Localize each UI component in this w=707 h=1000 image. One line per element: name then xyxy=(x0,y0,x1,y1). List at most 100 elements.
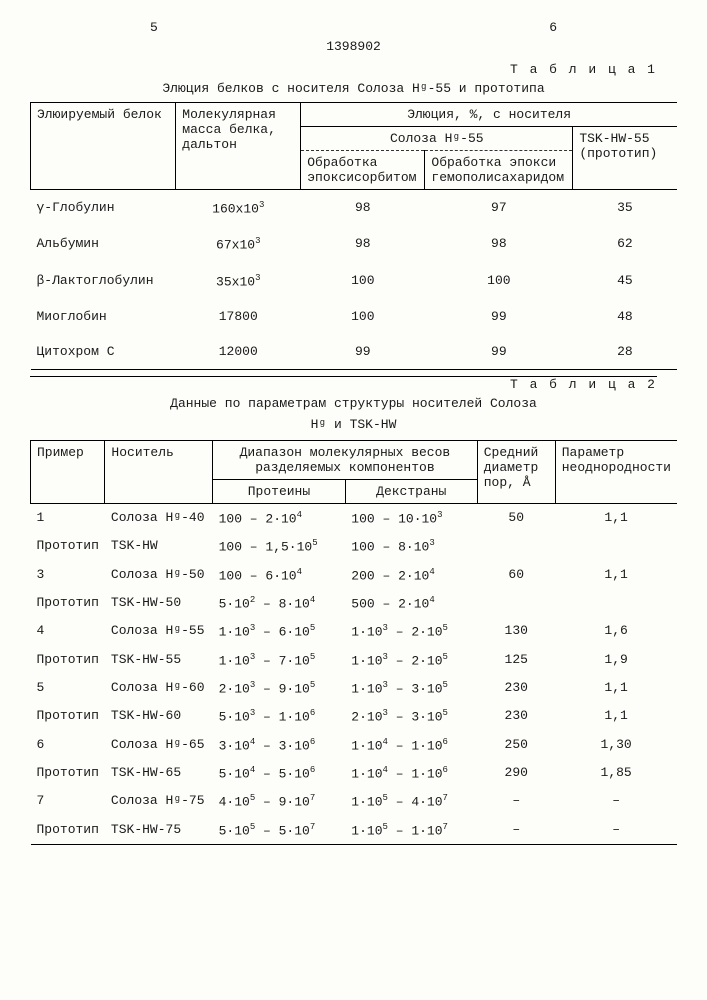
page-left: 5 xyxy=(150,20,158,35)
table-row: ПрототипTSK-HW-755·105 – 5·1071·105 – 1·… xyxy=(31,816,678,845)
cell-ex: Прототип xyxy=(31,759,105,787)
cell-ex: Прототип xyxy=(31,646,105,674)
cell-diam: – xyxy=(477,816,555,845)
cell-c: 62 xyxy=(573,226,677,262)
cell-a: 100 xyxy=(301,263,425,299)
cell-diam: 230 xyxy=(477,702,555,730)
cell-carrier: TSK-HW-55 xyxy=(105,646,213,674)
t1-h-mass: Молекулярная масса белка, дальтон xyxy=(176,103,301,190)
table-row: 5Солоза Нᵍ-602·103 – 9·1051·103 – 3·1052… xyxy=(31,674,678,702)
cell-diam: – xyxy=(477,787,555,815)
cell-a: 100 xyxy=(301,299,425,334)
table-row: Цитохром С12000999928 xyxy=(31,334,678,370)
cell-mass: 12000 xyxy=(176,334,301,370)
cell-dextrans: 2·103 – 3·105 xyxy=(345,702,477,730)
table-row: Альбумин67x103989862 xyxy=(31,226,678,262)
cell-diam: 230 xyxy=(477,674,555,702)
table-row: 4Солоза Нᵍ-551·103 – 6·1051·103 – 2·1051… xyxy=(31,617,678,645)
table-row: 3Солоза Нᵍ-50100 – 6·104200 – 2·104601,1 xyxy=(31,561,678,589)
cell-c: 48 xyxy=(573,299,677,334)
cell-proteins: 5·105 – 5·107 xyxy=(213,816,346,845)
cell-ex: Прототип xyxy=(31,816,105,845)
t2-h-dextrans: Декстраны xyxy=(345,479,477,503)
doc-number: 1398902 xyxy=(30,39,677,54)
t2-h-ex: Пример xyxy=(31,440,105,503)
page-numbers: 5 6 xyxy=(150,20,557,35)
cell-b: 98 xyxy=(425,226,573,262)
cell-proteins: 100 – 2·104 xyxy=(213,503,346,532)
table1: Элюируемый белок Молекулярная масса белк… xyxy=(30,102,677,370)
cell-a: 98 xyxy=(301,226,425,262)
cell-param: 1,6 xyxy=(555,617,677,645)
cell-protein: γ-Глобулин xyxy=(31,190,176,227)
cell-diam: 125 xyxy=(477,646,555,674)
t2-h-range: Диапазон молекулярных весов разделяемых … xyxy=(213,440,478,479)
cell-b: 99 xyxy=(425,299,573,334)
table2-caption: Данные по параметрам структуры носителей… xyxy=(30,396,677,411)
table-row: β-Лактоглобулин35x10310010045 xyxy=(31,263,678,299)
cell-proteins: 2·103 – 9·105 xyxy=(213,674,346,702)
cell-a: 99 xyxy=(301,334,425,370)
cell-carrier: Солоза Нᵍ-50 xyxy=(105,561,213,589)
cell-b: 100 xyxy=(425,263,573,299)
cell-param: 1,1 xyxy=(555,561,677,589)
cell-b: 97 xyxy=(425,190,573,227)
cell-mass: 67x103 xyxy=(176,226,301,262)
cell-carrier: Солоза Нᵍ-40 xyxy=(105,503,213,532)
cell-proteins: 100 – 6·104 xyxy=(213,561,346,589)
cell-dextrans: 100 – 10·103 xyxy=(345,503,477,532)
cell-ex: 6 xyxy=(31,731,105,759)
cell-diam xyxy=(477,589,555,617)
cell-carrier: Солоза Нᵍ-75 xyxy=(105,787,213,815)
cell-dextrans: 1·103 – 2·105 xyxy=(345,617,477,645)
cell-diam: 250 xyxy=(477,731,555,759)
cell-a: 98 xyxy=(301,190,425,227)
cell-carrier: Солоза Нᵍ-65 xyxy=(105,731,213,759)
cell-param: – xyxy=(555,816,677,845)
cell-param: – xyxy=(555,787,677,815)
cell-proteins: 5·103 – 1·106 xyxy=(213,702,346,730)
cell-diam: 50 xyxy=(477,503,555,532)
cell-protein: β-Лактоглобулин xyxy=(31,263,176,299)
cell-diam: 290 xyxy=(477,759,555,787)
cell-carrier: TSK-HW-65 xyxy=(105,759,213,787)
cell-ex: Прототип xyxy=(31,532,105,560)
t2-h-proteins: Протеины xyxy=(213,479,346,503)
cell-dextrans: 1·105 – 1·107 xyxy=(345,816,477,845)
table-row: ПрототипTSK-HW-655·104 – 5·1061·104 – 1·… xyxy=(31,759,678,787)
cell-b: 99 xyxy=(425,334,573,370)
t1-h-tsk: TSK-HW-55 (прототип) xyxy=(573,127,677,190)
table2-label: Т а б л и ц а 2 xyxy=(30,376,657,392)
cell-c: 45 xyxy=(573,263,677,299)
t1-h-elution: Элюция, %, с носителя xyxy=(301,103,677,127)
cell-carrier: TSK-HW-60 xyxy=(105,702,213,730)
cell-diam: 130 xyxy=(477,617,555,645)
cell-param: 1,1 xyxy=(555,674,677,702)
cell-ex: Прототип xyxy=(31,589,105,617)
cell-dextrans: 1·105 – 4·107 xyxy=(345,787,477,815)
cell-param xyxy=(555,589,677,617)
t1-h-soloza: Солоза Нᵍ-55 xyxy=(301,127,573,151)
table-row: γ-Глобулин160x103989735 xyxy=(31,190,678,227)
cell-dextrans: 100 – 8·103 xyxy=(345,532,477,560)
table-row: 1Солоза Нᵍ-40100 – 2·104100 – 10·103501,… xyxy=(31,503,678,532)
t2-h-diam: Средний диаметр пор, Å xyxy=(477,440,555,503)
cell-diam: 60 xyxy=(477,561,555,589)
t1-h-treat1: Обработка эпоксисорбитом xyxy=(301,151,425,190)
cell-carrier: Солоза Нᵍ-60 xyxy=(105,674,213,702)
table2: Пример Носитель Диапазон молекулярных ве… xyxy=(30,440,677,845)
cell-param: 1,9 xyxy=(555,646,677,674)
cell-param: 1,1 xyxy=(555,702,677,730)
t2-h-carrier: Носитель xyxy=(105,440,213,503)
cell-dextrans: 1·104 – 1·106 xyxy=(345,731,477,759)
cell-diam xyxy=(477,532,555,560)
table2-caption2: Нᵍ и TSK-HW xyxy=(30,417,677,432)
cell-dextrans: 200 – 2·104 xyxy=(345,561,477,589)
table-row: ПрототипTSK-HW100 – 1,5·105100 – 8·103 xyxy=(31,532,678,560)
cell-carrier: TSK-HW-75 xyxy=(105,816,213,845)
table-row: Миоглобин178001009948 xyxy=(31,299,678,334)
cell-mass: 17800 xyxy=(176,299,301,334)
table-row: ПрототипTSK-HW-551·103 – 7·1051·103 – 2·… xyxy=(31,646,678,674)
page-right: 6 xyxy=(549,20,557,35)
t1-h-treat2: Обработка эпокси гемополисахаридом xyxy=(425,151,573,190)
